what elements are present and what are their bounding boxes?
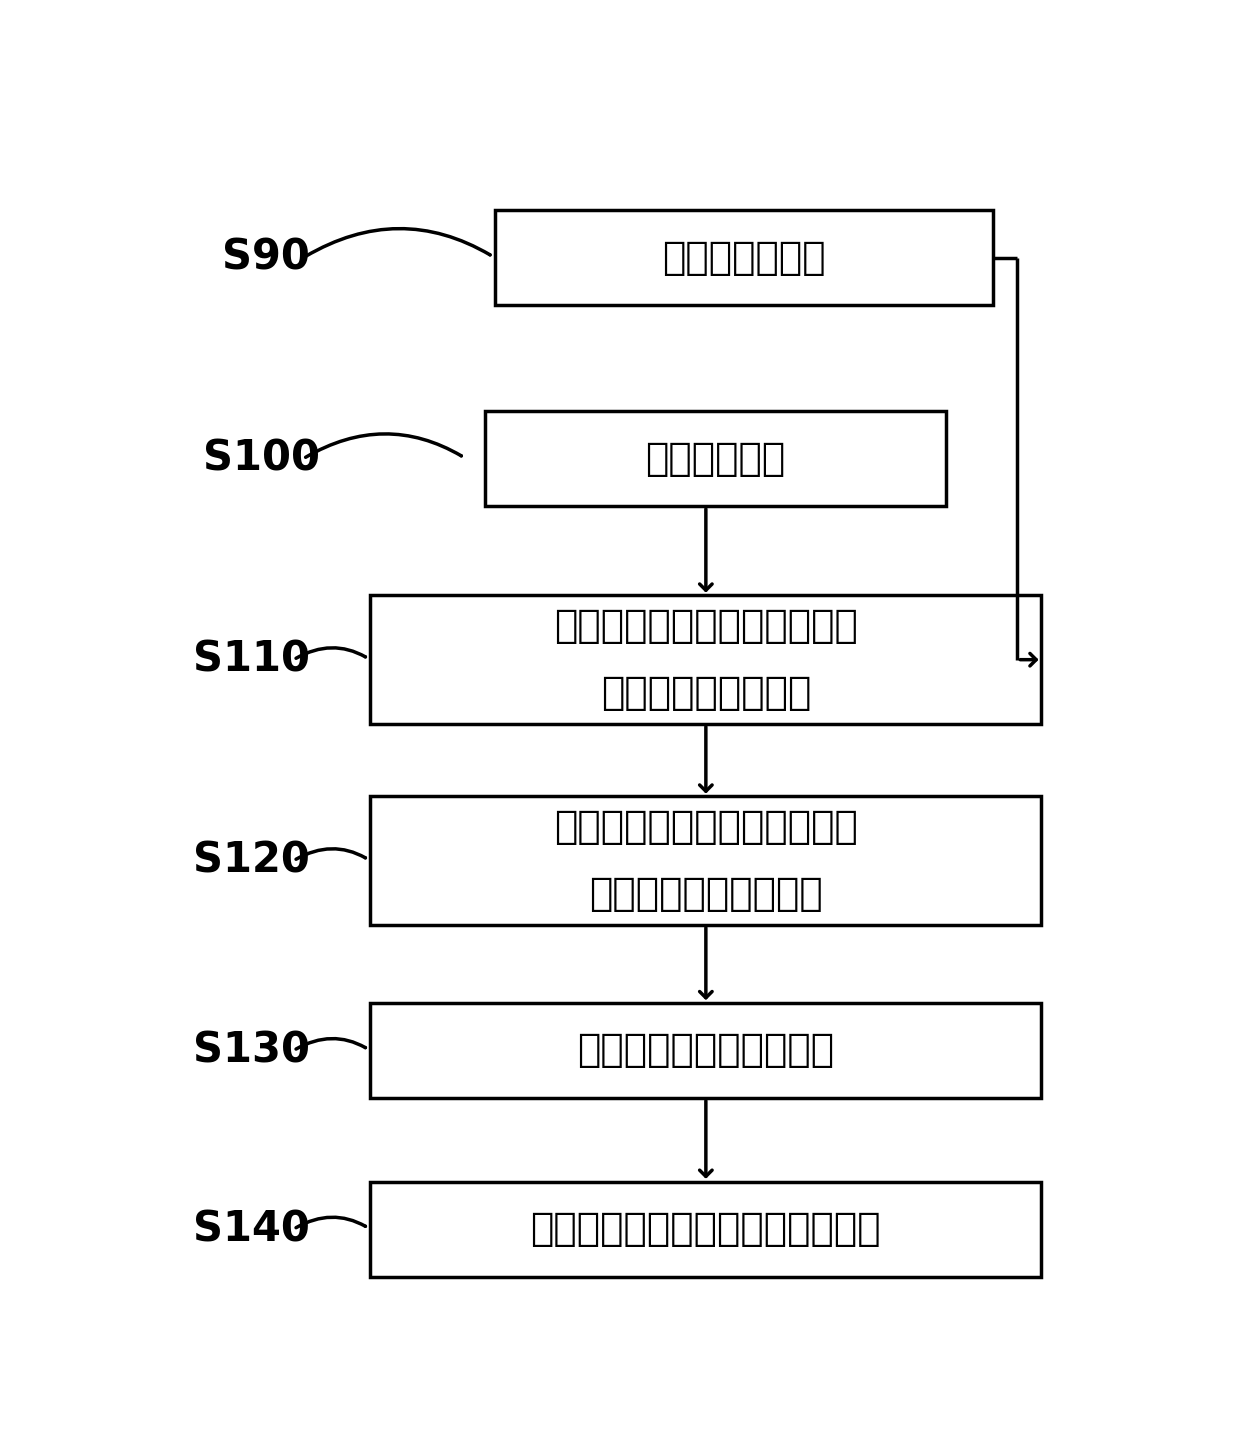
Text: 对添加了阻燃剂的倨花在施胶: 对添加了阻燃剂的倨花在施胶 <box>554 808 857 847</box>
FancyBboxPatch shape <box>485 412 945 506</box>
FancyArrowPatch shape <box>296 1217 365 1228</box>
Text: S110: S110 <box>193 638 310 680</box>
FancyBboxPatch shape <box>370 1003 1042 1098</box>
Text: S120: S120 <box>193 840 309 882</box>
FancyBboxPatch shape <box>370 1182 1042 1276</box>
FancyArrowPatch shape <box>296 848 365 860</box>
Text: S130: S130 <box>193 1030 310 1072</box>
Text: 制备干燥倨花: 制备干燥倨花 <box>646 439 785 477</box>
Text: 将施胶后的倨花进行铺装: 将施胶后的倨花进行铺装 <box>578 1031 835 1070</box>
Text: S90: S90 <box>221 236 309 278</box>
FancyArrowPatch shape <box>306 229 490 257</box>
Text: 对铺装好的倨花实施连续平压工艺: 对铺装好的倨花实施连续平压工艺 <box>531 1211 881 1248</box>
Text: S100: S100 <box>203 438 319 480</box>
Text: 装置中施加雾状胶黏剂: 装置中施加雾状胶黏剂 <box>589 874 823 914</box>
FancyArrowPatch shape <box>296 648 365 658</box>
FancyArrowPatch shape <box>296 1038 365 1048</box>
Text: 制备粉末阻燃剂: 制备粉末阻燃剂 <box>662 239 826 277</box>
FancyBboxPatch shape <box>370 596 1042 724</box>
FancyBboxPatch shape <box>495 210 993 304</box>
Text: S140: S140 <box>193 1208 309 1250</box>
FancyBboxPatch shape <box>370 796 1042 925</box>
Text: 倨花添加粉状阻燃剂: 倨花添加粉状阻燃剂 <box>601 674 811 712</box>
Text: 将倨花由传送带传送过程中对: 将倨花由传送带传送过程中对 <box>554 608 857 645</box>
FancyArrowPatch shape <box>306 434 461 457</box>
